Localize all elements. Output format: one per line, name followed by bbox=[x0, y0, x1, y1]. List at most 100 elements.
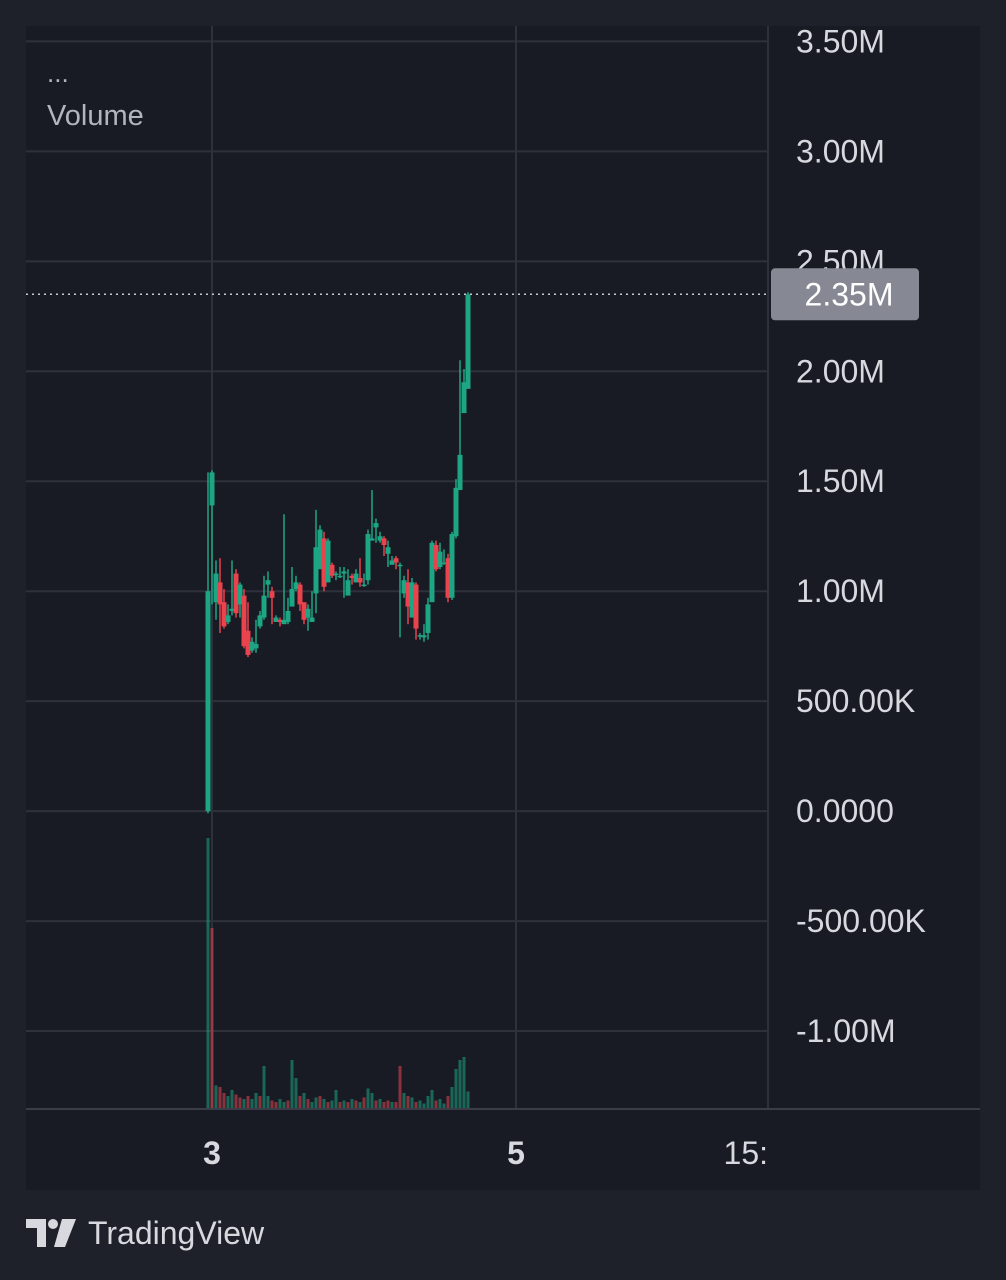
legend-title: Volume bbox=[47, 100, 144, 132]
price-axis-tick-label: 2.00M bbox=[796, 353, 885, 389]
volume-bar bbox=[430, 1090, 434, 1108]
price-axis-tick-label: 1.00M bbox=[796, 573, 885, 609]
volume-bar bbox=[222, 1093, 226, 1108]
volume-bar bbox=[318, 1096, 322, 1108]
candle-body bbox=[321, 538, 327, 587]
volume-bar bbox=[358, 1102, 362, 1108]
volume-bar bbox=[330, 1100, 334, 1108]
candle-body bbox=[277, 619, 283, 622]
price-tag-text: 2.35M bbox=[805, 276, 894, 312]
candle-body bbox=[325, 540, 331, 583]
current-price-label: 2.35M bbox=[771, 268, 919, 321]
volume-bar bbox=[406, 1096, 410, 1108]
candlestick-series bbox=[205, 292, 471, 814]
volume-bar bbox=[410, 1097, 414, 1108]
candle-body bbox=[465, 294, 471, 389]
volume-bar bbox=[238, 1097, 242, 1108]
candle-body bbox=[389, 560, 395, 565]
candle-body bbox=[353, 573, 359, 583]
candle-body bbox=[445, 558, 451, 598]
time-axis-tick-label: 5 bbox=[507, 1135, 525, 1171]
volume-bar bbox=[266, 1096, 270, 1108]
volume-bar bbox=[246, 1096, 250, 1108]
candle-body bbox=[217, 582, 223, 605]
candle-body bbox=[401, 580, 407, 594]
volume-bar bbox=[338, 1102, 342, 1108]
time-axis[interactable]: 3 5 15: bbox=[203, 1135, 768, 1171]
volume-bar bbox=[326, 1102, 330, 1108]
candle-body bbox=[309, 617, 315, 622]
candle-body bbox=[397, 564, 403, 567]
price-axis[interactable]: 3.50M3.00M2.50M2.00M1.50M1.00M500.00K0.0… bbox=[796, 23, 926, 1049]
volume-bar bbox=[466, 1091, 470, 1108]
volume-bar bbox=[366, 1088, 370, 1108]
volume-bar bbox=[306, 1099, 310, 1108]
volume-bar bbox=[242, 1099, 246, 1108]
volume-bar bbox=[322, 1099, 326, 1108]
legend[interactable]: ... Volume bbox=[47, 58, 144, 132]
volume-bar bbox=[426, 1096, 430, 1108]
candle-body bbox=[253, 643, 259, 649]
volume-bar bbox=[206, 838, 210, 1108]
candle-body bbox=[281, 619, 287, 625]
price-axis-tick-label: 3.50M bbox=[796, 23, 885, 59]
volume-bar bbox=[454, 1069, 458, 1108]
candle-body bbox=[213, 573, 219, 603]
candle-body bbox=[289, 588, 295, 607]
tradingview-brand[interactable]: TradingView bbox=[26, 1210, 264, 1256]
volume-bar bbox=[446, 1096, 450, 1108]
volume-bar bbox=[390, 1102, 394, 1108]
price-axis-tick-label: 3.00M bbox=[796, 133, 885, 169]
candle-body bbox=[433, 545, 439, 570]
volume-bar bbox=[378, 1099, 382, 1108]
volume-bar bbox=[310, 1102, 314, 1108]
volume-bar bbox=[422, 1103, 426, 1108]
candle-body bbox=[457, 454, 463, 491]
volume-bar bbox=[226, 1096, 230, 1108]
candle-body bbox=[369, 538, 375, 541]
candle-body bbox=[209, 472, 215, 506]
candle-body bbox=[373, 523, 379, 528]
candle-body bbox=[377, 536, 383, 541]
brand-name: TradingView bbox=[88, 1214, 265, 1251]
candle-body bbox=[317, 529, 323, 570]
volume-bar bbox=[270, 1100, 274, 1108]
candle-body bbox=[233, 573, 239, 614]
candle-body bbox=[261, 595, 267, 618]
candle-body bbox=[257, 615, 263, 627]
time-axis-tick-label: 15: bbox=[724, 1135, 768, 1171]
volume-bar bbox=[450, 1087, 454, 1108]
volume-bar bbox=[298, 1096, 302, 1108]
volume-bars bbox=[206, 838, 470, 1108]
candle-body bbox=[229, 608, 235, 611]
candle-body bbox=[453, 487, 459, 537]
legend-menu-icon[interactable]: ... bbox=[47, 58, 69, 88]
candle-body bbox=[361, 584, 367, 587]
volume-bar bbox=[350, 1099, 354, 1108]
tradingview-logo-icon bbox=[26, 1219, 76, 1247]
volume-bar bbox=[374, 1100, 378, 1108]
volume-bar bbox=[262, 1066, 266, 1108]
volume-bar bbox=[218, 1087, 222, 1108]
candle-body bbox=[249, 641, 255, 651]
volume-bar bbox=[254, 1093, 258, 1108]
volume-bar bbox=[294, 1078, 298, 1108]
candle-body bbox=[461, 382, 467, 414]
candle-body bbox=[385, 547, 391, 554]
candle-body bbox=[337, 575, 343, 578]
candle-body bbox=[349, 575, 355, 578]
candle-body bbox=[365, 534, 371, 581]
candle-body bbox=[333, 573, 339, 576]
candle-body bbox=[345, 580, 351, 596]
volume-bar bbox=[214, 1085, 218, 1108]
candle-body bbox=[301, 602, 307, 620]
candle-body bbox=[269, 591, 275, 598]
volume-bar bbox=[302, 1093, 306, 1108]
candle-body bbox=[313, 547, 319, 594]
candle-body bbox=[225, 615, 231, 622]
candle-body bbox=[205, 591, 211, 812]
volume-bar bbox=[282, 1102, 286, 1108]
candle-body bbox=[441, 562, 447, 565]
candle-body bbox=[357, 577, 363, 583]
